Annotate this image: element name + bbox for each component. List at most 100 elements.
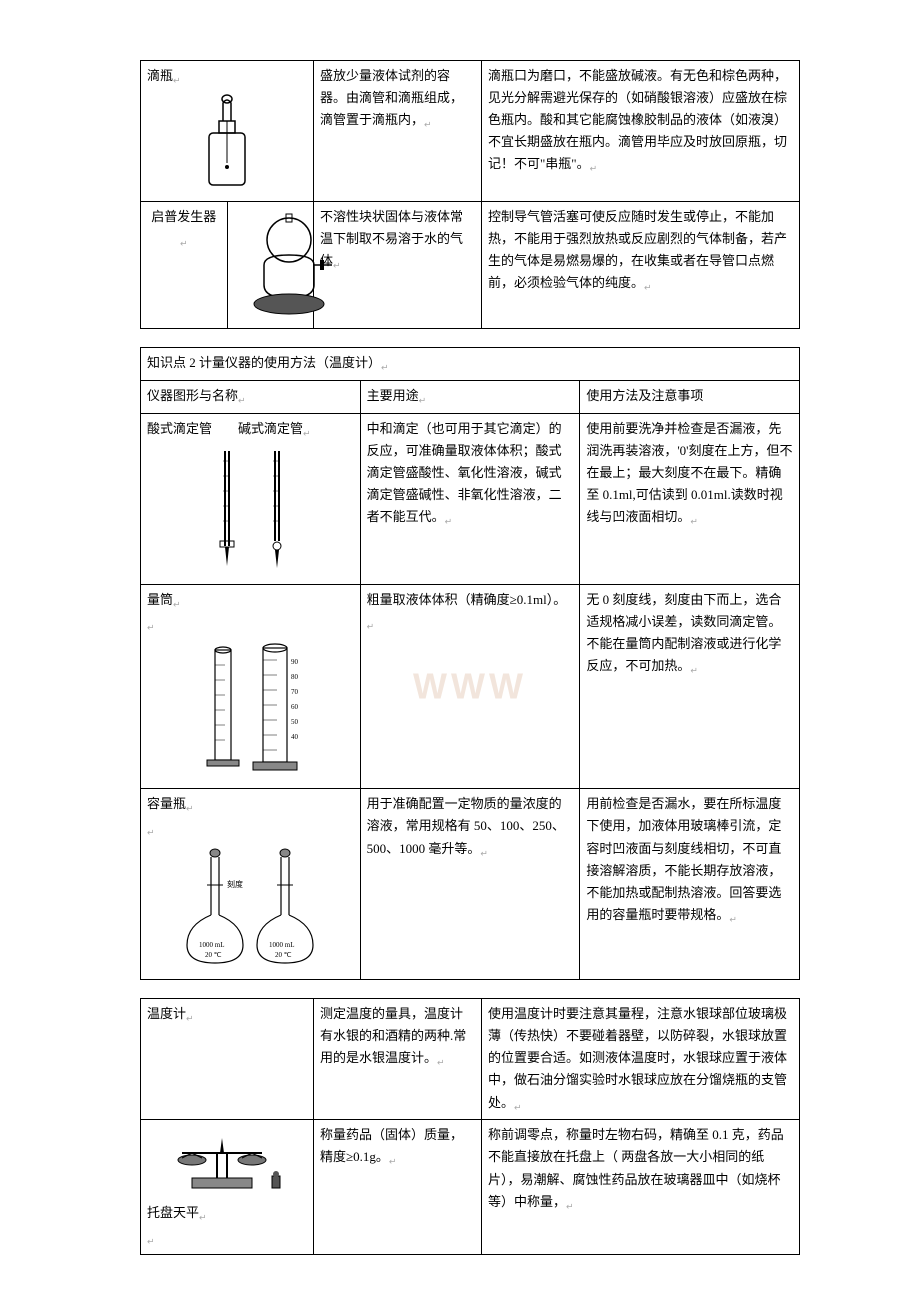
cj-mark: ↵ [644,283,652,293]
cell-notes: 无 0 刻度线，刻度由下而上，选合适规格减小误差，读数同滴定管。不能在量筒内配制… [580,584,800,789]
row-volumetric-flask: 容量瓶↵ ↵ 刻度 1000 mL 20 ℃ [141,789,800,980]
cj-mark: ↵ [173,599,181,609]
use-text: 中和滴定（也可用于其它滴定）的反应，可准确量取液体体积；酸式滴定管盛酸性、氧化性… [367,421,562,524]
cj-mark: ↵ [333,261,341,271]
volumetric-flask-icon: 刻度 1000 mL 20 ℃ 1000 mL 20 ℃ [147,845,354,971]
cell-use: 盛放少量液体试剂的容器。由滴管和滴瓶组成，滴管置于滴瓶内，↵ [314,61,482,202]
use-text: 粗量取液体体积（精确度≥0.1ml）。 [367,592,567,607]
cj-mark: ↵ [437,1058,445,1068]
name-text: 量筒 [147,592,173,607]
cell-notes: 使用前要洗净并检查是否漏液，先润洗再装溶液，'0'刻度在上方，但不在最上；最大刻… [580,413,800,584]
cj-mark: ↵ [147,828,155,838]
row-thermometer: 温度计↵ 测定温度的量具，温度计有水银的和酒精的两种.常用的是水银温度计。↵ 使… [141,999,800,1120]
name-text: 温度计 [147,1006,186,1021]
cell-notes: 控制导气管活塞可使反应随时发生或停止，不能加热，不能用于强烈放热或反应剧烈的气体… [482,201,800,328]
notes-text: 使用温度计时要注意其量程，注意水银球部位玻璃极薄（传热快）不要碰着器壁，以防碎裂… [488,1006,787,1109]
use-text: 用于准确配置一定物质的量浓度的溶液，常用规格有 50、100、250、500、1… [367,796,565,855]
cell-use: 测定温度的量具，温度计有水银的和酒精的两种.常用的是水银温度计。↵ [314,999,482,1120]
notes-text: 使用前要洗净并检查是否漏液，先润洗再装溶液，'0'刻度在上方，但不在最上；最大刻… [586,421,792,524]
cell-label: 启普发生器 ↵ [141,201,228,328]
cell-name: 温度计↵ [141,999,314,1120]
graduated-cylinder-icon: 90 80 70 60 50 40 [147,640,354,780]
use-text: 不溶性块状固体与液体常温下制取不易溶于水的气体 [320,209,463,268]
cell-name: 滴瓶↵ [141,61,314,202]
svg-text:1000 mL: 1000 mL [269,941,294,949]
cell-name: 量筒↵ ↵ 90 80 70 60 [141,584,361,789]
row-balance: 托盘天平↵ ↵ 称量药品（固体）质量，精度≥0.1g。↵ 称前调零点，称量时左物… [141,1120,800,1255]
cell-notes: 用前检查是否漏水，要在所标温度下使用，加液体用玻璃棒引流，定容时凹液面与刻度线相… [580,789,800,980]
cj-mark: ↵ [729,914,737,924]
svg-text:80: 80 [291,673,299,681]
name-text: 托盘天平 [147,1205,199,1220]
cell-use: 用于准确配置一定物质的量浓度的溶液，常用规格有 50、100、250、500、1… [360,789,580,980]
cj-mark: ↵ [480,848,488,858]
cj-mark: ↵ [147,1237,155,1247]
row-burette: 酸式滴定管 碱式滴定管↵ 中和 [141,413,800,584]
cell-use: 不溶性块状固体与液体常温下制取不易溶于水的气体↵ [314,201,482,328]
cj-mark: ↵ [238,395,246,405]
svg-text:40: 40 [291,733,299,741]
header-row: 仪器图形与名称↵ 主要用途↵ 使用方法及注意事项 [141,380,800,413]
svg-text:50: 50 [291,718,299,726]
row-kipp-generator: 启普发生器↵ 不溶性块状固体与液体常温下制取不易溶于水的气体↵ 控制导气管活塞可… [141,201,800,328]
cj-mark: ↵ [186,1014,194,1024]
cj-mark: ↵ [186,804,194,814]
row-graduated-cylinder: 量筒↵ ↵ 90 80 70 60 [141,584,800,789]
cj-mark: ↵ [381,362,389,372]
notes-text: 滴瓶口为磨口，不能盛放碱液。有无色和棕色两种，见光分解需避光保存的（如硝酸银溶液… [488,68,787,171]
burette-icon [147,446,354,576]
cj-mark: ↵ [389,1157,397,1167]
cj-mark: ↵ [419,395,427,405]
cj-mark: ↵ [199,1213,207,1223]
name-text: 容量瓶 [147,796,186,811]
cj-mark: ↵ [147,623,155,633]
cell-name: 托盘天平↵ ↵ [141,1120,314,1255]
table-1: 滴瓶↵ 盛放少量液体试剂的容器。由滴管和滴瓶组成，滴管置于滴瓶内，↵ 滴瓶口为磨… [140,60,800,329]
section-header-row: 知识点 2 计量仪器的使用方法（温度计）↵ [141,347,800,380]
section-title: 知识点 2 计量仪器的使用方法（温度计）↵ [141,347,800,380]
dropper-bottle-icon [147,93,307,193]
cj-mark: ↵ [367,621,375,631]
cj-mark: ↵ [566,1201,574,1211]
notes-text: 无 0 刻度线，刻度由下而上，选合适规格减小误差，读数同滴定管。不能在量筒内配制… [586,592,781,673]
svg-text:90: 90 [291,658,299,666]
label-text: 启普发生器 [143,206,225,228]
cj-mark: ↵ [180,239,188,249]
table-2: 知识点 2 计量仪器的使用方法（温度计）↵ 仪器图形与名称↵ 主要用途↵ 使用方… [140,347,800,980]
row-dropper-bottle: 滴瓶↵ 盛放少量液体试剂的容器。由滴管和滴瓶组成，滴管置于滴瓶内，↵ 滴瓶口为磨… [141,61,800,202]
notes-text: 控制导气管活塞可使反应随时发生或停止，不能加热，不能用于强烈放热或反应剧烈的气体… [488,209,787,290]
header-notes: 使用方法及注意事项 [580,380,800,413]
header-name: 仪器图形与名称↵ [141,380,361,413]
notes-text: 称前调零点，称量时左物右码，精确至 0.1 克，药品不能直接放在托盘上（ 两盘各… [488,1127,784,1208]
use-text: 盛放少量液体试剂的容器。由滴管和滴瓶组成，滴管置于滴瓶内， [320,68,463,127]
svg-text:刻度: 刻度 [227,879,243,889]
cj-mark: ↵ [590,164,598,174]
cj-mark: ↵ [173,76,181,86]
cj-mark: ↵ [445,517,453,527]
cell-use: 称量药品（固体）质量，精度≥0.1g。↵ [314,1120,482,1255]
watermark-text: WWW [413,656,527,717]
cell-use: 中和滴定（也可用于其它滴定）的反应，可准确量取液体体积；酸式滴定管盛酸性、氧化性… [360,413,580,584]
kipp-generator-icon [227,201,314,328]
svg-text:1000 mL: 1000 mL [199,941,224,949]
cell-notes: 滴瓶口为磨口，不能盛放碱液。有无色和棕色两种，见光分解需避光保存的（如硝酸银溶液… [482,61,800,202]
cj-mark: ↵ [514,1102,522,1112]
cj-mark: ↵ [690,665,698,675]
name-text: 滴瓶 [147,68,173,83]
use-text: 测定温度的量具，温度计有水银的和酒精的两种.常用的是水银温度计。 [320,1006,466,1065]
svg-text:60: 60 [291,703,299,711]
cj-mark: ↵ [424,120,432,130]
cell-use: WWW 粗量取液体体积（精确度≥0.1ml）。 ↵ [360,584,580,789]
cell-name: 酸式滴定管 碱式滴定管↵ [141,413,361,584]
balance-icon [147,1128,307,1198]
header-use: 主要用途↵ [360,380,580,413]
notes-text: 用前检查是否漏水，要在所标温度下使用，加液体用玻璃棒引流，定容时凹液面与刻度线相… [586,796,781,921]
name-text: 酸式滴定管 碱式滴定管 [147,421,303,436]
cj-mark: ↵ [690,517,698,527]
svg-text:20 ℃: 20 ℃ [205,951,222,959]
svg-text:70: 70 [291,688,299,696]
svg-text:20 ℃: 20 ℃ [275,951,292,959]
cell-name: 容量瓶↵ ↵ 刻度 1000 mL 20 ℃ [141,789,361,980]
cj-mark: ↵ [303,428,311,438]
table-3: 温度计↵ 测定温度的量具，温度计有水银的和酒精的两种.常用的是水银温度计。↵ 使… [140,998,800,1255]
